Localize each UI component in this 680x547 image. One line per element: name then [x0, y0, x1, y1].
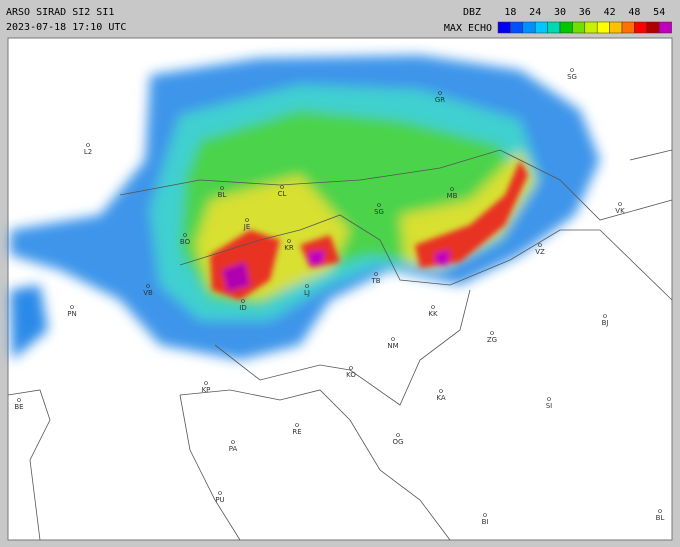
place-marker [349, 366, 353, 370]
place-label: KO [346, 371, 356, 379]
place-label: SI [546, 402, 553, 410]
legend-swatch [609, 21, 623, 34]
legend-tick: 54 [653, 7, 665, 18]
place-marker [547, 397, 551, 401]
legend-swatch [534, 21, 548, 34]
place-label: ID [239, 304, 246, 312]
place-marker [183, 233, 187, 237]
place-marker [538, 243, 542, 247]
place-label: ZG [487, 336, 497, 344]
place-marker [439, 389, 443, 393]
place-label: KP [202, 386, 211, 394]
place-marker [570, 68, 574, 72]
place-label: BL [218, 191, 227, 199]
place-marker [490, 331, 494, 335]
legend-tick: 24 [529, 7, 541, 18]
legend-swatch [658, 21, 672, 34]
place-label: LJ [304, 289, 310, 297]
legend-swatch [522, 21, 536, 34]
place-marker [377, 203, 381, 207]
place-marker [86, 143, 90, 147]
place-marker [295, 423, 299, 427]
legend-tick: 30 [554, 7, 566, 18]
place-label: PN [67, 310, 76, 318]
place-marker [396, 433, 400, 437]
place-label: PA [229, 445, 238, 453]
legend-swatch [510, 21, 524, 34]
place-marker [245, 218, 249, 222]
place-label: GR [435, 96, 445, 104]
legend-swatch [547, 21, 561, 34]
place-label: PU [215, 496, 224, 504]
place-label: MB [447, 192, 458, 200]
place-marker [603, 314, 607, 318]
legend-tick: 48 [628, 7, 640, 18]
borders [7, 149, 673, 541]
legend-swatch [634, 21, 648, 34]
place-label: VZ [535, 248, 545, 256]
place-marker [218, 491, 222, 495]
place-label: BE [14, 403, 23, 411]
place-marker [431, 305, 435, 309]
place-label: KK [428, 310, 438, 318]
place-marker [391, 337, 395, 341]
legend-swatch [572, 21, 586, 34]
place-label: BL [656, 514, 665, 522]
legend-unit: DBZ [463, 7, 481, 18]
place-label: RE [292, 428, 301, 436]
radar-echo [10, 55, 600, 360]
place-marker [70, 305, 74, 309]
legend-swatch [596, 21, 610, 34]
place-label: BO [180, 238, 191, 246]
legend-tick: 36 [579, 7, 591, 18]
legend-swatch [584, 21, 598, 34]
place-label: VK [615, 207, 625, 215]
place-marker [305, 284, 309, 288]
place-label: TB [370, 277, 380, 285]
legend-tick: 42 [604, 7, 616, 18]
place-marker [287, 239, 291, 243]
legend-tick: 18 [504, 7, 516, 18]
place-label: KR [284, 244, 294, 252]
legend-swatch [497, 21, 511, 34]
place-marker [220, 186, 224, 190]
place-label: NM [387, 342, 398, 350]
place-marker [204, 381, 208, 385]
legend-product: MAX ECHO [444, 23, 492, 34]
place-marker [231, 440, 235, 444]
place-label: VB [143, 289, 153, 297]
place-label: OG [393, 438, 404, 446]
title: ARSO SIRAD SI2 SI1 [6, 7, 114, 18]
place-marker [618, 202, 622, 206]
places: L2 SG GR BL CL MB SG VK BO JE KR VZ TB VB PN LJ ID KK BJ NM… [14, 68, 665, 526]
place-marker [280, 185, 284, 189]
legend-swatch [646, 21, 660, 34]
place-marker [438, 91, 442, 95]
place-marker [146, 284, 150, 288]
place-label: SG [374, 208, 384, 216]
place-marker [17, 398, 21, 402]
place-marker [483, 513, 487, 517]
legend-swatch [621, 21, 635, 34]
place-label: SG [567, 73, 577, 81]
place-label: L2 [84, 148, 92, 156]
place-marker [374, 272, 378, 276]
place-marker [450, 187, 454, 191]
legend-swatch [559, 21, 573, 34]
timestamp: 2023-07-18 17:10 UTC [6, 22, 126, 33]
place-label: JE [243, 223, 251, 231]
place-marker [658, 509, 662, 513]
legend: 18 24 30 36 42 48 54 [497, 7, 672, 34]
place-label: KA [436, 394, 445, 402]
place-label: CL [278, 190, 287, 198]
place-label: BI [482, 518, 489, 526]
place-label: BJ [602, 319, 609, 327]
place-marker [241, 299, 245, 303]
